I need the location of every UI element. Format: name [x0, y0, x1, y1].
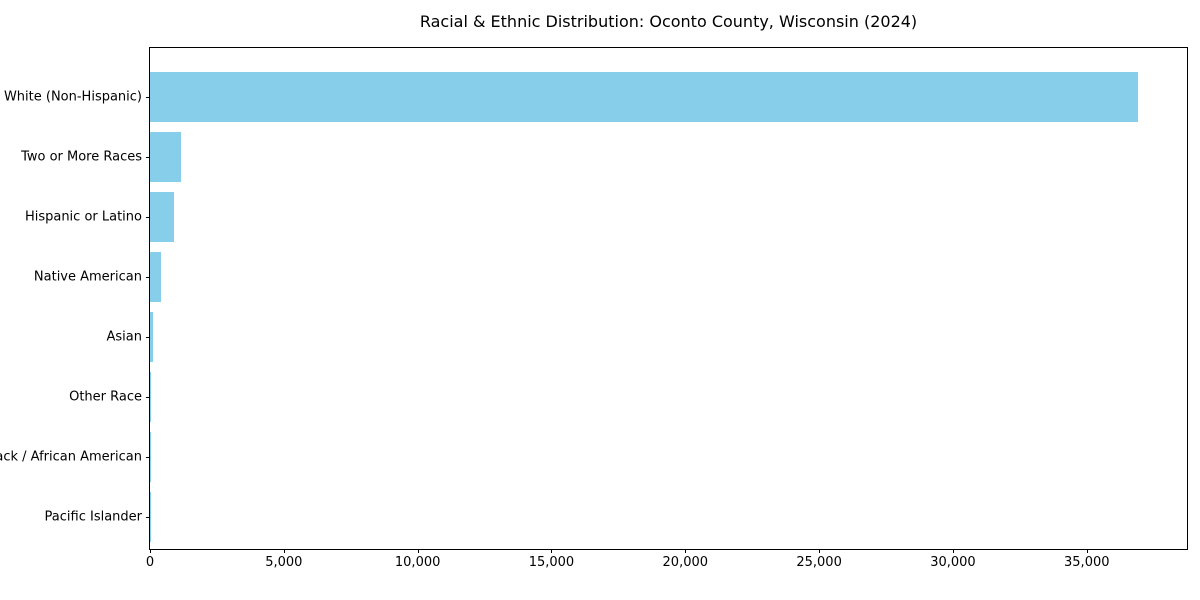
y-axis-label: Asian — [106, 329, 142, 345]
y-axis-tick — [146, 397, 150, 398]
y-axis-tick — [146, 97, 150, 98]
x-axis-tick-label: 30,000 — [930, 555, 976, 570]
chart-title: Racial & Ethnic Distribution: Oconto Cou… — [419, 12, 918, 31]
y-axis-label: Native American — [33, 269, 142, 285]
bar-hispanic-or-latino — [150, 192, 175, 242]
y-axis-label: Two or More Races — [21, 149, 142, 165]
y-axis-tick — [146, 517, 150, 518]
y-axis-tick — [146, 277, 150, 278]
x-axis-tick — [819, 549, 821, 553]
bar-other-race — [150, 372, 152, 422]
x-axis-tick — [685, 549, 687, 553]
x-axis-tick-label: 5,000 — [265, 555, 303, 570]
x-axis-tick — [952, 549, 954, 553]
y-axis-tick — [146, 457, 150, 458]
x-axis-tick-label: 10,000 — [394, 555, 441, 570]
bar-native-american — [150, 252, 161, 302]
y-axis-label: White (Non-Hispanic) — [3, 89, 142, 105]
plot-area: White (Non-Hispanic) Two or More Races His… — [0, 47, 1188, 569]
bar-white-non-hispanic — [150, 72, 1138, 122]
y-axis-tick — [146, 337, 150, 338]
x-axis-tick — [150, 549, 151, 553]
y-axis-label: Other Race — [69, 389, 142, 405]
y-axis-tick — [146, 217, 150, 218]
x-axis-tick — [551, 549, 553, 553]
y-axis-label: Pacific Islander — [44, 509, 142, 525]
bar-asian — [150, 312, 153, 362]
x-axis-tick-label: 25,000 — [796, 555, 842, 570]
bar-black-african-american — [150, 432, 151, 482]
x-axis-tick-label: 0 — [145, 555, 155, 570]
x-axis-tick — [417, 549, 419, 553]
x-axis-tick — [1086, 549, 1088, 553]
x-axis-tick-label: 15,000 — [528, 555, 575, 570]
x-axis-tick-label: 20,000 — [662, 555, 709, 570]
x-axis-tick-label: 35,000 — [1064, 555, 1110, 570]
y-axis-tick — [146, 157, 150, 158]
y-axis-label: Hispanic or Latino — [24, 209, 142, 225]
y-axis-label: Black / African American — [0, 449, 142, 465]
bar-two-or-more-races — [150, 132, 181, 182]
x-axis-tick — [283, 549, 285, 553]
